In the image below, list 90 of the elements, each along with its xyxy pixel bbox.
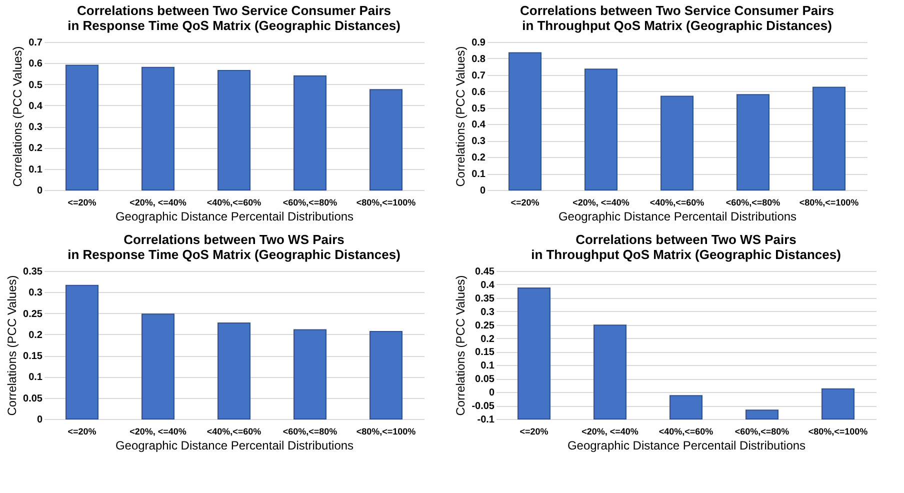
bar [746,410,778,420]
bar [294,329,326,420]
x-tick-label: <40%,<=60% [650,198,704,208]
x-tick-label: <40%,<=60% [206,426,262,436]
y-tick-label: 0.6 [28,58,43,70]
y-tick-label: 0 [36,186,43,196]
y-tick-label: 0.5 [28,80,43,91]
x-tick-label: <40%,<=60% [658,426,714,436]
y-tick-label: 0.9 [472,38,486,48]
y-tick-label: 0.5 [472,103,486,114]
chart-title: Correlations between Two WS Pairs in Response Time QoS Matrix (Geographic Distances) [68,232,400,262]
bar [518,287,550,420]
y-axis-title: Correlations (PCC Values) [10,46,25,187]
x-tick-label: <80%,<=100% [356,426,416,436]
y-tick-label: 0.2 [480,334,495,345]
y-tick-label: 0 [480,186,486,196]
bar [584,68,618,190]
y-tick-label: 0.4 [472,120,486,131]
y-tick-label: -0.05 [472,401,495,412]
y-tick-label: 0.2 [28,330,43,341]
y-tick-label: -0.1 [477,414,495,426]
bar [594,324,626,420]
bar [370,89,402,190]
bar [660,96,694,190]
chart-title: Correlations between Two WS Pairs in Throughput QoS Matrix (Geographic Distances) [531,232,841,262]
bar [66,284,98,420]
y-tick-label: 0.2 [28,143,43,154]
x-tick-label: <=20% [68,198,96,208]
y-tick-label: 0.25 [475,320,495,332]
y-tick-label: 0.7 [472,70,486,82]
y-tick-label: 0 [488,388,495,399]
y-tick-label: 0.3 [472,136,486,148]
y-tick-label: 0.45 [475,266,495,278]
y-tick-label: 0.25 [23,308,43,320]
y-tick-label: 0.05 [23,393,43,404]
y-tick-label: 0.1 [472,169,486,180]
x-tick-label: <20%, <=40% [582,426,638,436]
bar [218,322,250,420]
x-tick-label: <80%,<=100% [356,198,416,208]
y-tick-label: 0.2 [472,152,486,164]
y-tick-label: 0.05 [475,374,495,386]
y-tick-label: 0 [36,414,43,426]
y-tick-label: 0.7 [28,38,43,48]
x-tick-label: <20%, <=40% [572,198,630,208]
chart-title: Correlations between Two Service Consumer Pairs in Throughput QoS Matrix (Geographic Distances) [520,3,834,33]
y-tick-label: 0.4 [28,100,43,112]
y-tick-label: 0.15 [475,347,495,358]
y-axis-title: Correlations (PCC Values) [454,46,468,187]
bar [822,388,854,420]
y-tick-label: 0.3 [28,122,43,134]
x-tick-label: <60%,<=80% [282,198,338,208]
x-tick-label: <=20% [520,426,548,436]
y-tick-label: 0.35 [23,266,43,278]
y-tick-label: 0.35 [475,293,495,304]
x-tick-label: <=20% [510,198,540,208]
x-axis-title: Geographic Distance Percentail Distributions [558,210,797,224]
y-tick-label: 0.3 [28,288,43,299]
x-tick-label: <80%,<=100% [799,198,859,208]
y-tick-label: 0.4 [480,280,495,291]
x-tick-label: <60%,<=80% [282,426,338,436]
bar [508,52,542,190]
x-axis-title: Geographic Distance Percentail Distributions [115,210,354,224]
x-tick-label: <60%,<=80% [734,426,790,436]
y-tick-label: 0.1 [480,360,495,372]
x-tick-label: <40%,<=60% [206,198,262,208]
x-axis-title: Geographic Distance Percentail Distributions [115,438,354,452]
bar [142,314,174,420]
x-tick-label: <20%, <=40% [130,198,186,208]
bar [66,64,98,190]
bar [142,66,174,190]
bar [670,395,702,420]
x-tick-label: <20%, <=40% [130,426,186,436]
y-tick-label: 0.1 [28,164,43,176]
x-axis-title: Geographic Distance Percentail Distributions [567,438,806,452]
x-tick-label: <=20% [68,426,96,436]
bar [218,70,250,190]
y-tick-label: 0.15 [23,351,43,362]
x-tick-label: <80%,<=100% [808,426,868,436]
chart-title: Correlations between Two Service Consumer Pairs in Response Time QoS Matrix (Geographic Distances) [68,3,400,33]
y-axis-title: Correlations (PCC Values) [5,275,20,416]
bar [812,86,846,190]
y-tick-label: 0.3 [480,306,495,318]
x-tick-label: <60%,<=80% [726,198,780,208]
y-tick-label: 0.8 [472,54,486,65]
bar [736,94,770,190]
bar [370,330,402,420]
y-axis-title: Correlations (PCC Values) [454,275,468,416]
bar [294,75,326,190]
y-tick-label: 0.6 [472,86,486,98]
y-tick-label: 0.1 [28,372,43,384]
